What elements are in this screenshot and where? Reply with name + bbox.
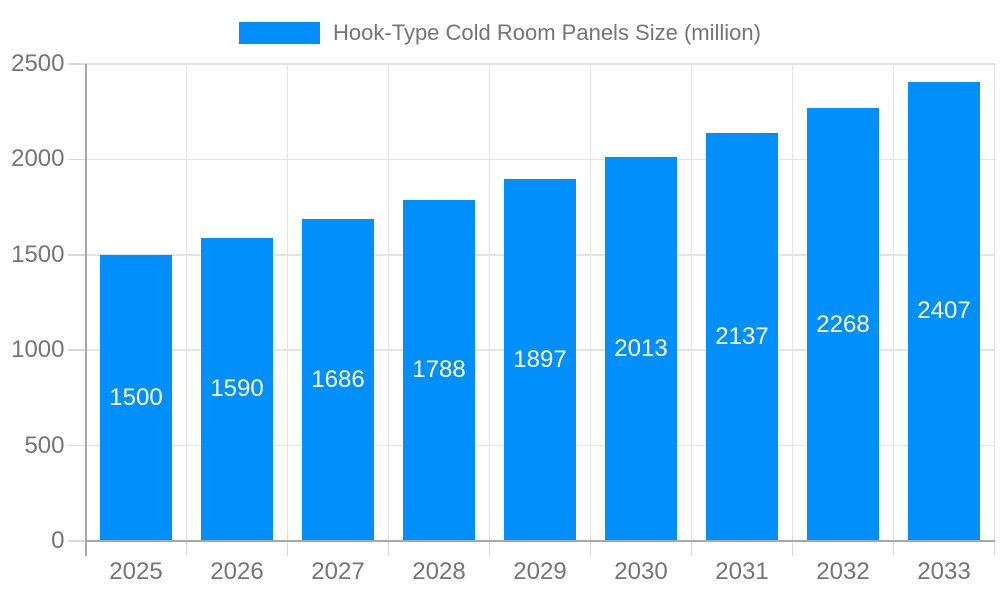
x-tick-label: 2031 (715, 558, 769, 585)
x-tick-label: 2029 (513, 558, 567, 585)
x-axis-tick (185, 536, 188, 556)
x-tick-label: 2025 (109, 558, 163, 585)
v-gridline (892, 64, 895, 541)
bar[interactable] (706, 133, 778, 541)
x-tick-label: 2030 (614, 558, 668, 585)
bar[interactable] (403, 199, 475, 541)
x-tick-label: 2032 (816, 558, 870, 585)
v-gridline (286, 64, 289, 541)
y-axis-line (84, 64, 87, 556)
bar-value-label: 2268 (816, 310, 870, 338)
bar-value-label: 1686 (311, 366, 365, 394)
legend-swatch (239, 22, 321, 44)
bar-value-label: 2407 (917, 297, 971, 325)
x-tick-label: 2033 (917, 558, 971, 585)
bar[interactable] (100, 254, 172, 541)
bar-value-label: 1788 (412, 356, 466, 384)
v-gridline (185, 64, 188, 541)
x-axis-tick (690, 536, 693, 556)
v-gridline (791, 64, 794, 541)
y-tick-label: 2500 (11, 50, 65, 77)
x-axis-tick (993, 536, 996, 556)
v-gridline (488, 64, 491, 541)
bar-value-label: 1500 (109, 383, 163, 411)
y-axis-tick (67, 254, 86, 256)
y-tick-label: 0 (51, 527, 65, 554)
x-axis-tick (589, 536, 592, 556)
bar[interactable] (302, 219, 374, 541)
bar-value-label: 2013 (614, 334, 668, 362)
v-gridline (690, 64, 693, 541)
y-tick-label: 2000 (11, 145, 65, 173)
v-gridline (387, 64, 390, 541)
x-tick-label: 2027 (311, 558, 365, 585)
bar-value-label: 1590 (210, 375, 264, 403)
bar[interactable] (908, 81, 980, 541)
y-axis-tick (67, 444, 86, 447)
bar-value-label: 1897 (513, 346, 567, 374)
legend-label: Hook-Type Cold Room Panels Size (million… (333, 20, 761, 45)
x-tick-label: 2028 (412, 558, 466, 585)
h-gridline (85, 63, 995, 65)
y-tick-label: 500 (24, 431, 65, 459)
bar[interactable] (201, 237, 273, 541)
x-axis-tick (791, 536, 794, 556)
legend[interactable]: Hook-Type Cold Room Panels Size (million… (0, 20, 1000, 46)
y-tick-label: 1500 (11, 240, 65, 268)
bar[interactable] (504, 179, 576, 541)
h-gridline (85, 158, 995, 161)
y-axis-tick (67, 158, 86, 161)
bar-value-label: 2137 (715, 323, 769, 351)
x-axis-tick (488, 536, 491, 556)
x-axis-tick (892, 536, 895, 556)
x-axis-tick (286, 536, 289, 556)
x-axis-line (85, 540, 995, 542)
bar[interactable] (605, 156, 677, 541)
y-axis-tick (67, 540, 86, 542)
y-axis-tick (67, 63, 86, 65)
v-gridline (589, 64, 592, 541)
x-axis-tick (387, 536, 390, 556)
y-axis-tick (67, 349, 86, 351)
bar[interactable] (807, 108, 879, 541)
v-gridline (993, 64, 996, 541)
x-tick-label: 2026 (210, 558, 264, 585)
y-tick-label: 1000 (11, 336, 65, 364)
